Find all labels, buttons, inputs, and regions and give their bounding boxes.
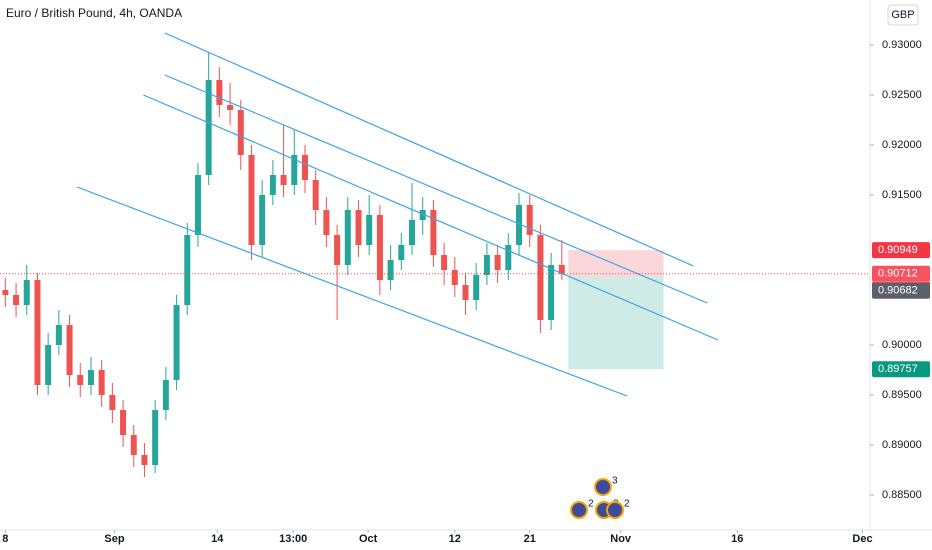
x-tick-label: Sep xyxy=(104,533,124,545)
y-tick-label: 0.92000 xyxy=(882,139,922,151)
channel-line xyxy=(143,94,719,341)
candle-body xyxy=(77,375,84,385)
y-tick-label: 0.91500 xyxy=(882,189,922,201)
y-tick-label: 0.92500 xyxy=(882,89,922,101)
candle-body xyxy=(558,265,565,274)
candle-body xyxy=(98,370,105,395)
candle-body xyxy=(205,80,212,175)
y-tick-label: 0.93000 xyxy=(882,39,922,51)
event-icon xyxy=(606,501,624,519)
candle-body xyxy=(269,175,276,195)
candle-body xyxy=(87,370,94,385)
target-label: 0.89757 xyxy=(878,363,918,375)
candle-body xyxy=(194,175,201,235)
candle-body xyxy=(152,410,159,465)
x-tick-label: 12 xyxy=(449,533,461,545)
x-tick-label: 14 xyxy=(211,533,224,545)
event-icon xyxy=(570,501,588,519)
candle-body xyxy=(344,210,351,265)
currency-button[interactable] xyxy=(887,4,919,26)
candle-body xyxy=(323,210,330,235)
candle-body xyxy=(184,235,191,305)
candle-body xyxy=(291,155,298,185)
candle-body xyxy=(259,195,266,245)
entry-label: 0.90682 xyxy=(878,285,918,297)
event-icon xyxy=(594,478,612,496)
stop-label-bg xyxy=(872,242,930,259)
x-tick-label: Oct xyxy=(359,533,378,545)
candle-body xyxy=(248,155,255,245)
candle-body xyxy=(13,295,20,305)
candle-body xyxy=(120,410,127,435)
candle-body xyxy=(408,220,415,245)
event-count: 2 xyxy=(624,499,630,510)
channel-line xyxy=(164,32,694,267)
candle-body xyxy=(494,255,501,270)
channel-line xyxy=(164,74,708,304)
candle-body xyxy=(419,210,426,220)
candle-body xyxy=(237,110,244,155)
candle-body xyxy=(451,270,458,285)
candle-body xyxy=(462,285,469,300)
stop-label: 0.90949 xyxy=(878,244,918,256)
candle-body xyxy=(227,105,234,110)
candle-body xyxy=(130,435,137,455)
candle-body xyxy=(66,325,73,375)
y-tick-label: 0.89000 xyxy=(882,439,922,451)
candle-body xyxy=(280,175,287,185)
candle-body xyxy=(398,245,405,260)
candle-body xyxy=(55,325,62,345)
x-tick-label: 8 xyxy=(2,533,8,545)
candle-body xyxy=(2,290,9,295)
candle-body xyxy=(334,235,341,265)
candle-body xyxy=(473,275,480,300)
candle-body xyxy=(516,205,523,245)
chart-title: Euro / British Pound, 4h, OANDA xyxy=(6,6,182,20)
currency-label[interactable]: GBP xyxy=(891,9,914,21)
candle-body xyxy=(505,245,512,270)
plot xyxy=(0,32,870,477)
stop-zone xyxy=(568,250,664,277)
candle-body xyxy=(45,345,52,385)
candle-body xyxy=(162,380,169,410)
candle-body xyxy=(173,305,180,380)
candle-body xyxy=(216,80,223,105)
candle-body xyxy=(109,395,116,410)
candle-body xyxy=(387,260,394,280)
last-price-label: 0.90712 xyxy=(878,268,918,280)
y-tick-label: 0.89500 xyxy=(882,389,922,401)
candle-body xyxy=(366,215,373,245)
last-price-label-bg xyxy=(872,265,930,282)
candle-body xyxy=(34,280,41,385)
x-tick-label: 21 xyxy=(524,533,536,545)
x-tick-label: Nov xyxy=(610,533,632,545)
y-tick-label: 0.88500 xyxy=(882,489,922,501)
entry-label-bg xyxy=(872,282,930,299)
target-zone xyxy=(568,276,664,370)
candle-body xyxy=(537,235,544,320)
candle-body xyxy=(526,205,533,235)
candle-body xyxy=(301,155,308,180)
y-tick-label: 0.90000 xyxy=(882,339,922,351)
candle-body xyxy=(548,265,555,320)
candle-body xyxy=(441,255,448,270)
candle-body xyxy=(483,255,490,275)
candle-body xyxy=(23,280,30,305)
x-tick-label: 16 xyxy=(731,533,743,545)
candle-body xyxy=(141,455,148,465)
target-label-bg xyxy=(872,361,930,378)
channel-line xyxy=(76,186,628,397)
candle-body xyxy=(430,210,437,255)
candle-body xyxy=(312,180,319,210)
candle-body xyxy=(355,210,362,245)
x-tick-label: 13:00 xyxy=(279,533,307,545)
x-tick-label: Dec xyxy=(852,533,872,545)
event-count: 3 xyxy=(612,476,618,487)
event-count: 2 xyxy=(588,499,594,510)
candle-body xyxy=(376,215,383,280)
